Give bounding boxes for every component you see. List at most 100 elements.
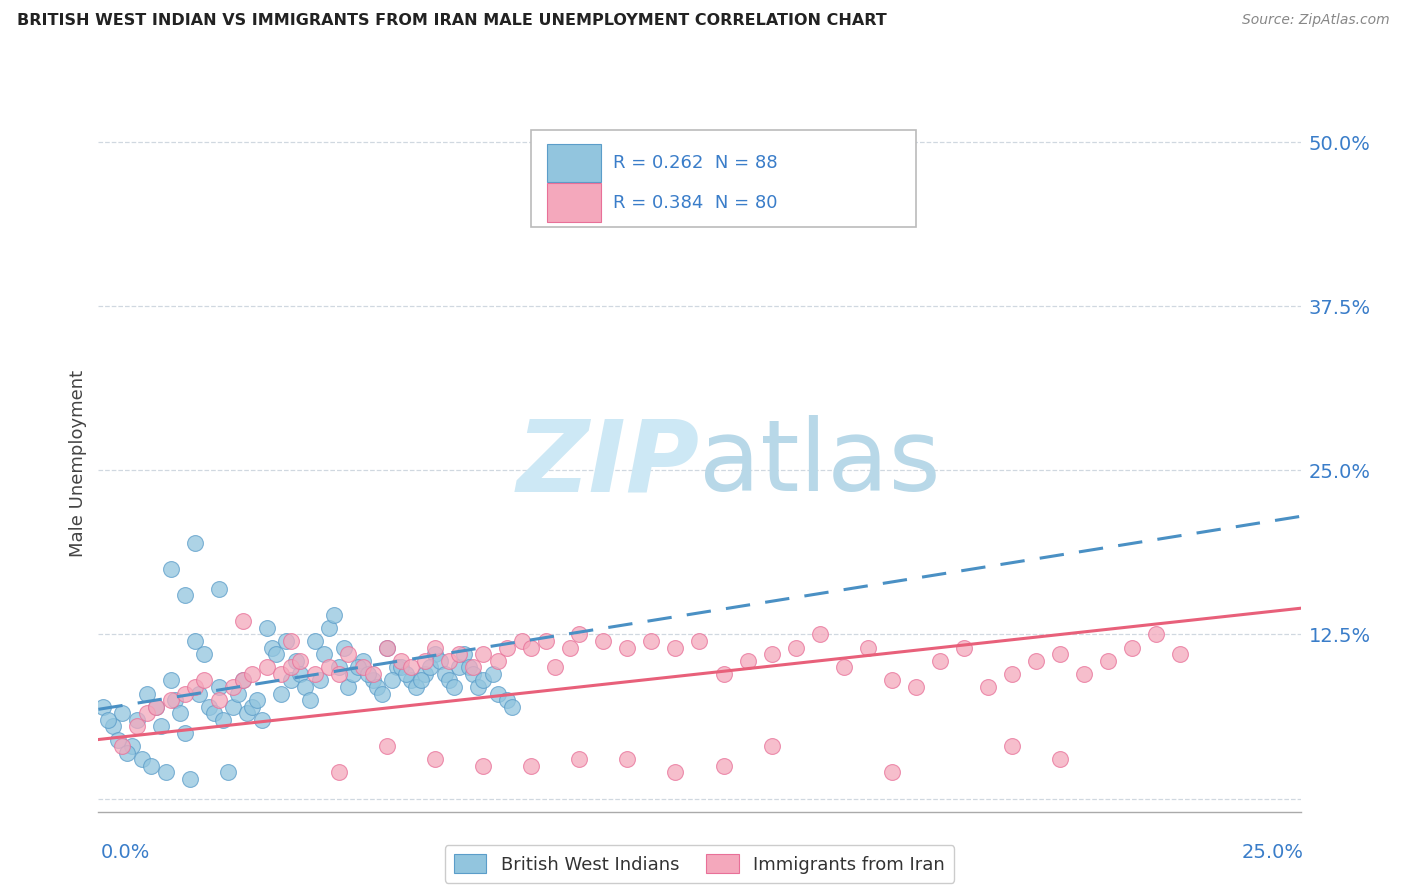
Point	[761, 739, 783, 753]
Point	[101, 719, 124, 733]
Point	[284, 654, 307, 668]
Point	[520, 758, 543, 772]
Point	[280, 673, 302, 688]
Point	[429, 654, 451, 668]
Point	[472, 673, 495, 688]
Point	[107, 732, 129, 747]
Point	[439, 654, 461, 668]
Point	[125, 719, 148, 733]
Point	[347, 660, 370, 674]
Point	[222, 699, 245, 714]
Point	[664, 640, 686, 655]
Point	[174, 687, 197, 701]
Point	[501, 699, 523, 714]
Point	[1001, 666, 1024, 681]
Point	[415, 654, 437, 668]
Point	[496, 693, 519, 707]
Point	[880, 673, 903, 688]
Point	[342, 666, 364, 681]
Point	[399, 660, 422, 674]
FancyBboxPatch shape	[547, 144, 600, 182]
FancyBboxPatch shape	[547, 184, 600, 222]
Point	[179, 772, 201, 786]
Point	[135, 706, 157, 721]
Point	[904, 680, 927, 694]
Point	[520, 640, 543, 655]
Point	[318, 660, 340, 674]
Point	[664, 765, 686, 780]
Point	[375, 739, 398, 753]
Point	[256, 621, 278, 635]
Point	[290, 654, 312, 668]
Point	[222, 680, 245, 694]
Point	[761, 647, 783, 661]
Point	[361, 666, 384, 681]
Point	[640, 634, 662, 648]
Point	[481, 666, 503, 681]
Point	[91, 699, 114, 714]
Point	[1049, 752, 1071, 766]
Point	[117, 746, 139, 760]
Point	[389, 660, 412, 674]
Point	[328, 666, 350, 681]
Point	[111, 739, 134, 753]
Point	[174, 588, 197, 602]
Point	[165, 693, 187, 707]
Point	[193, 673, 215, 688]
Point	[280, 634, 302, 648]
Point	[423, 752, 446, 766]
Point	[174, 726, 197, 740]
Point	[188, 687, 211, 701]
Point	[447, 660, 470, 674]
Point	[352, 660, 374, 674]
Point	[97, 713, 120, 727]
Point	[169, 706, 191, 721]
Point	[486, 654, 509, 668]
Point	[761, 187, 783, 202]
Point	[419, 660, 441, 674]
Point	[141, 758, 163, 772]
Legend: British West Indians, Immigrants from Iran: British West Indians, Immigrants from Ir…	[444, 846, 955, 883]
Point	[217, 765, 239, 780]
Text: R = 0.262  N = 88: R = 0.262 N = 88	[613, 154, 778, 172]
Text: ZIP: ZIP	[516, 416, 699, 512]
Point	[308, 673, 330, 688]
Point	[688, 634, 710, 648]
Point	[1049, 647, 1071, 661]
Point	[592, 634, 614, 648]
Point	[256, 660, 278, 674]
Point	[832, 660, 855, 674]
Point	[298, 693, 321, 707]
Point	[467, 680, 489, 694]
Point	[208, 582, 231, 596]
Point	[159, 673, 181, 688]
Point	[423, 647, 446, 661]
Point	[280, 660, 302, 674]
Point	[131, 752, 153, 766]
Point	[534, 634, 557, 648]
Point	[463, 660, 485, 674]
Point	[385, 660, 408, 674]
Point	[183, 680, 205, 694]
Text: BRITISH WEST INDIAN VS IMMIGRANTS FROM IRAN MALE UNEMPLOYMENT CORRELATION CHART: BRITISH WEST INDIAN VS IMMIGRANTS FROM I…	[17, 13, 887, 29]
Point	[1121, 640, 1143, 655]
Point	[371, 687, 394, 701]
Point	[357, 666, 380, 681]
Point	[423, 640, 446, 655]
Point	[544, 660, 567, 674]
Point	[121, 739, 143, 753]
Point	[236, 706, 259, 721]
Point	[212, 713, 235, 727]
Point	[510, 634, 533, 648]
Point	[246, 693, 269, 707]
Point	[198, 699, 221, 714]
Point	[159, 693, 181, 707]
Point	[472, 647, 495, 661]
Point	[240, 699, 263, 714]
Point	[472, 758, 495, 772]
Point	[558, 640, 581, 655]
Point	[202, 706, 225, 721]
Point	[183, 634, 205, 648]
Point	[375, 640, 398, 655]
Point	[568, 627, 591, 641]
